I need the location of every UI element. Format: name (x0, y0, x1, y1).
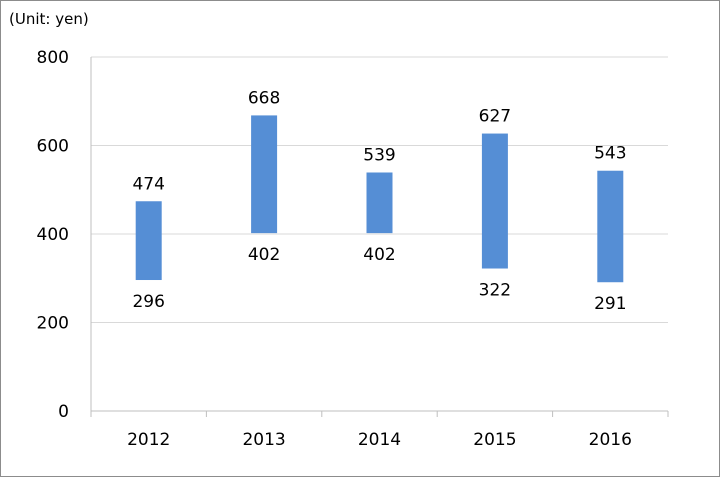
y-tick-label: 200 (37, 314, 69, 334)
range-bar (597, 170, 624, 283)
range-bar (251, 115, 278, 234)
x-tick-label: 2013 (242, 430, 285, 450)
x-tick-label: 2016 (589, 430, 632, 450)
range-bar (135, 201, 162, 281)
unit-label: (Unit: yen) (9, 10, 89, 28)
high-value-label: 474 (132, 174, 164, 194)
range-bar (366, 172, 393, 234)
low-value-label: 296 (132, 292, 164, 312)
y-tick-label: 0 (58, 402, 69, 422)
low-value-label: 322 (479, 281, 511, 301)
low-value-label: 402 (363, 245, 395, 265)
range-bar (481, 133, 508, 269)
high-value-label: 627 (479, 107, 511, 127)
y-tick-label: 400 (37, 225, 69, 245)
x-tick-label: 2014 (358, 430, 401, 450)
high-value-label: 668 (248, 88, 280, 108)
high-value-label: 543 (594, 144, 626, 164)
low-value-label: 291 (594, 294, 626, 314)
y-tick-label: 600 (37, 137, 69, 157)
y-tick-label: 800 (37, 48, 69, 68)
x-tick-label: 2012 (127, 430, 170, 450)
x-tick-label: 2015 (473, 430, 516, 450)
high-value-label: 539 (363, 145, 395, 165)
low-value-label: 402 (248, 245, 280, 265)
